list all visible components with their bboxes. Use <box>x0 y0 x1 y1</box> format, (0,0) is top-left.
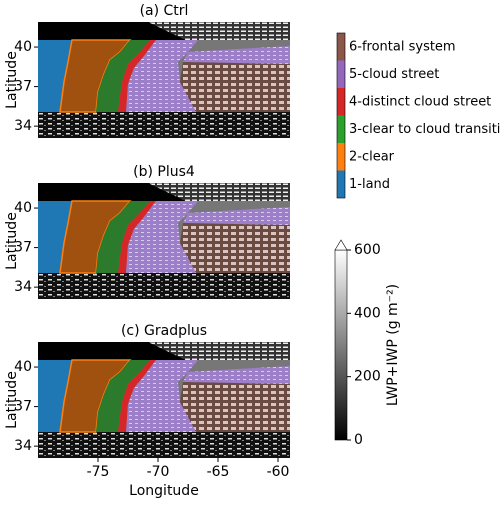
y-tick-label: 40 <box>14 359 32 375</box>
y-tick-label: 34 <box>14 279 32 295</box>
x-tick-label: -75 <box>87 464 110 480</box>
x-tick-label: -65 <box>207 464 230 480</box>
legend-swatch <box>337 88 345 116</box>
legend-label: 3-clear to cloud transition <box>349 122 500 137</box>
y-tick-label: 34 <box>14 118 32 134</box>
colorbar-label: LWP+IWP (g m⁻²) <box>385 284 401 406</box>
colorbar-extend <box>334 239 348 251</box>
legend-swatch <box>337 60 345 88</box>
legend-label: 4-distinct cloud street <box>349 94 491 109</box>
legend-swatch <box>337 115 345 143</box>
legend-label: 6-frontal system <box>349 39 456 54</box>
colorbar-tick-label: 600 <box>354 242 381 258</box>
colorbar <box>334 249 348 441</box>
panel-title: (a) Ctrl <box>140 3 189 19</box>
legend-label: 5-cloud street <box>349 67 439 82</box>
legend-label: 2-clear <box>349 149 395 164</box>
y-tick-label: 37 <box>14 240 32 256</box>
y-axis-label: Latitude <box>4 212 20 270</box>
panel-title: (c) Gradplus <box>121 323 207 339</box>
y-tick-label: 37 <box>14 79 32 95</box>
y-axis-label: Latitude <box>4 51 20 109</box>
y-tick-label: 40 <box>14 200 32 216</box>
legend-swatch <box>337 143 345 171</box>
legend-swatch <box>337 170 345 198</box>
y-tick-label: 40 <box>14 39 32 55</box>
map-image <box>38 183 290 299</box>
y-axis-label: Latitude <box>4 371 20 429</box>
colorbar-tick-label: 400 <box>354 305 381 321</box>
y-tick-label: 34 <box>14 438 32 454</box>
map-image <box>38 342 290 458</box>
colorbar-tick-label: 200 <box>354 369 381 385</box>
legend-label: 1-land <box>349 177 390 192</box>
legend-frame <box>336 32 346 199</box>
x-axis-label: Longitude <box>129 483 199 499</box>
panel-title: (b) Plus4 <box>133 164 195 180</box>
legend-swatch <box>337 33 345 61</box>
y-tick-label: 37 <box>14 399 32 415</box>
map-image <box>38 22 290 138</box>
x-tick-label: -70 <box>147 464 170 480</box>
x-tick-label: -60 <box>267 464 290 480</box>
colorbar-tick-label: 0 <box>354 432 363 448</box>
